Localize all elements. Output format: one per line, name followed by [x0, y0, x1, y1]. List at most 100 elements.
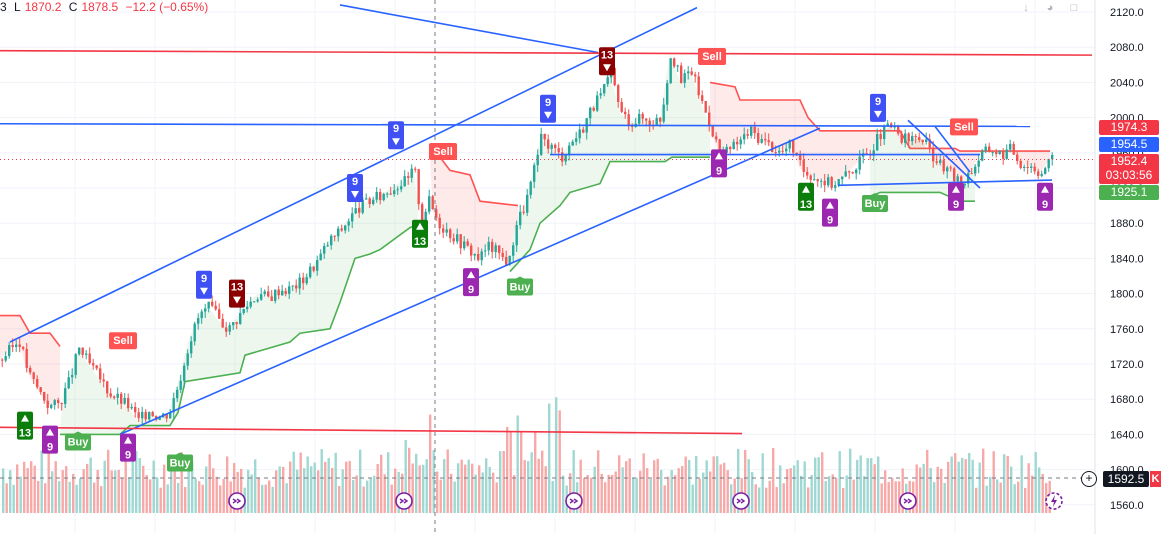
- candle-body: [39, 387, 42, 392]
- candle-body: [277, 289, 280, 296]
- candle-body: [57, 400, 60, 404]
- volume-bar: [782, 483, 785, 513]
- candle-body: [109, 393, 112, 397]
- volume-bar: [845, 475, 848, 513]
- volume-bar: [397, 471, 400, 513]
- trendline: [907, 119, 981, 189]
- td-count-marker: 9: [540, 94, 556, 123]
- trendline: [934, 125, 971, 173]
- candle-body: [918, 137, 921, 140]
- event-icon: [899, 492, 917, 510]
- candle-body: [235, 322, 238, 324]
- candle-body: [18, 344, 21, 348]
- td-count-marker: 9: [870, 93, 886, 122]
- candle-body: [53, 400, 56, 406]
- candle-body: [543, 133, 546, 140]
- candle-body: [963, 183, 966, 186]
- candle-body: [848, 171, 851, 173]
- volume-bar: [670, 469, 673, 513]
- volume-bar: [842, 487, 845, 513]
- trendline: [339, 4, 599, 54]
- trendlines: [0, 4, 1093, 436]
- candle-body: [102, 379, 105, 382]
- candle-body: [995, 152, 998, 155]
- volume-bar: [68, 481, 71, 513]
- countdown-timer: 03:03:56: [1105, 168, 1153, 182]
- volume-bar: [688, 459, 691, 513]
- volume-bar: [978, 462, 981, 513]
- volume-bar: [957, 461, 960, 513]
- volume-bar: [208, 454, 211, 513]
- candle-body: [771, 142, 774, 153]
- svg-text:Sell: Sell: [433, 146, 453, 158]
- candle-body: [477, 253, 480, 261]
- candle-body: [239, 313, 242, 324]
- candle-body: [176, 389, 179, 399]
- alert-badge[interactable]: K: [1150, 471, 1161, 487]
- candle-body: [816, 179, 819, 182]
- candle-body: [232, 322, 235, 326]
- candle-body: [1040, 173, 1043, 176]
- candle-body: [519, 211, 522, 226]
- volume-bar: [730, 484, 733, 513]
- supertrend-fill: [0, 315, 60, 406]
- buy-signal: Buy: [507, 276, 533, 296]
- more-icon[interactable]: □: [1070, 2, 1078, 14]
- candle-body: [508, 255, 511, 265]
- volume-bar: [656, 458, 659, 513]
- volume-bar: [618, 455, 621, 513]
- volume-bar: [614, 471, 617, 513]
- y-tick-label: 2080.0: [1110, 42, 1144, 54]
- candle-body: [872, 150, 875, 156]
- candle-body: [1009, 143, 1012, 150]
- volume-bar: [215, 476, 218, 513]
- volume-bar: [891, 477, 894, 513]
- candle-body: [186, 353, 189, 366]
- volume-bar: [971, 459, 974, 513]
- volume-bar: [954, 453, 957, 513]
- svg-text:9: 9: [47, 442, 53, 454]
- volume-bar: [915, 464, 918, 513]
- volume-bar: [1003, 454, 1006, 513]
- candle-body: [809, 175, 812, 180]
- volume-bar: [2, 468, 5, 513]
- ohlc-legend: 3 L 1870.2 C 1878.5 −12.2 (−0.65%): [0, 0, 212, 14]
- candle-body: [242, 308, 245, 314]
- candle-body: [725, 146, 728, 153]
- candle-body: [645, 118, 648, 121]
- y-tick-label: 2120.0: [1110, 7, 1144, 19]
- candle-body: [627, 114, 630, 126]
- legend-change: −12.2 (−0.65%): [125, 0, 209, 14]
- volume-bar: [159, 487, 162, 513]
- candle-body: [760, 139, 763, 143]
- plus-icon[interactable]: +: [1081, 471, 1097, 487]
- volume-bar: [247, 469, 250, 513]
- supertrend-line: [709, 81, 1050, 152]
- volume-bar: [779, 465, 782, 513]
- candle-body: [225, 327, 228, 332]
- candle-body: [949, 167, 952, 169]
- trendline: [0, 426, 743, 435]
- candle-body: [46, 400, 49, 408]
- candle-body: [680, 65, 683, 83]
- eye-icon[interactable]: ◕: [1046, 2, 1054, 14]
- candle-body: [984, 146, 987, 152]
- volume-bar: [831, 474, 834, 513]
- candle-body: [305, 277, 308, 284]
- volume-bar: [82, 469, 85, 513]
- volume-bar: [383, 474, 386, 513]
- candle-body: [134, 406, 137, 413]
- candle-body: [505, 256, 508, 265]
- candle-body: [648, 120, 651, 126]
- volume-bar: [418, 465, 421, 513]
- candle-body: [1051, 154, 1054, 160]
- legend-low-value: 1870.2: [24, 0, 62, 14]
- candle-body: [81, 347, 84, 355]
- candle-body: [435, 209, 438, 218]
- volume-bar: [807, 487, 810, 513]
- volume-bar: [138, 458, 141, 513]
- volume-bar: [33, 465, 36, 513]
- arrow-down-icon[interactable]: ↓: [1023, 2, 1029, 14]
- event-icon: [395, 492, 413, 510]
